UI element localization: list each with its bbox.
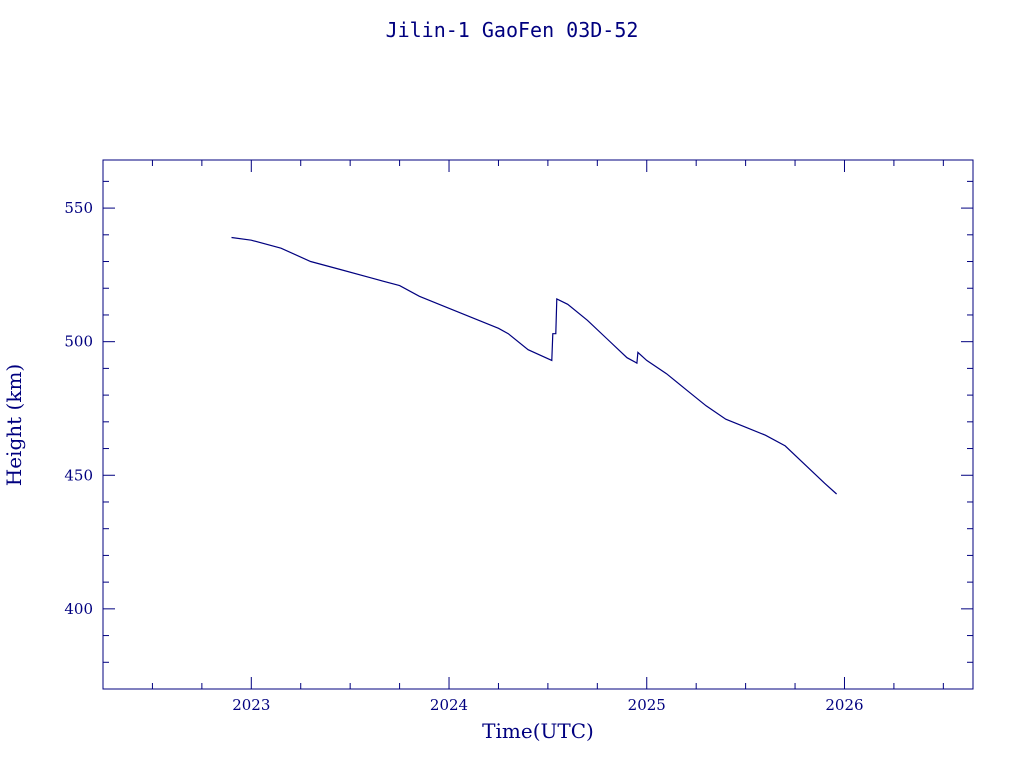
chart-title: Jilin-1 GaoFen 03D-52 — [386, 18, 639, 42]
height-series-line — [231, 236, 838, 495]
y-tick-label: 500 — [64, 333, 93, 351]
x-axis-label: Time(UTC) — [482, 719, 594, 743]
y-tick-label: 550 — [64, 199, 93, 217]
x-tick-label: 2024 — [430, 696, 468, 714]
x-tick-label: 2026 — [825, 696, 863, 714]
x-tick-label: 2025 — [628, 696, 666, 714]
y-tick-label: 400 — [64, 600, 93, 618]
x-tick-label: 2023 — [232, 696, 270, 714]
plot-frame — [102, 159, 974, 690]
axis-tick-labels: 2023 2024 2025 2026 400 450 500 550 — [64, 199, 863, 714]
axis-ticks — [102, 160, 973, 690]
y-axis-label: Height (km) — [2, 364, 26, 486]
y-tick-label: 450 — [64, 466, 93, 484]
